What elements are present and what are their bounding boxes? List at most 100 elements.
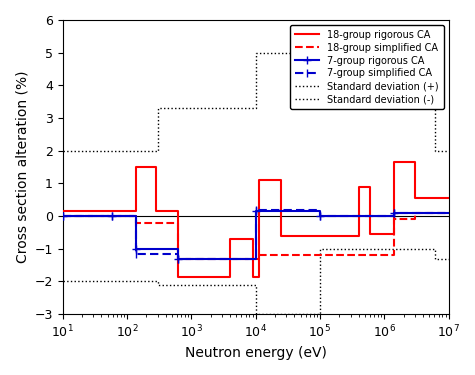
18-group rigorous CA <box>412 196 418 200</box>
18-group simplified CA <box>317 253 323 258</box>
Standard deviation (+) <box>155 148 161 153</box>
18-group rigorous CA <box>109 209 114 213</box>
18-group simplified CA <box>278 253 284 258</box>
18-group simplified CA <box>236 256 242 261</box>
18-group rigorous CA <box>227 237 233 241</box>
18-group simplified CA <box>133 220 139 225</box>
7-group simplified CA <box>60 214 66 218</box>
7-group simplified CA <box>391 214 397 218</box>
18-group rigorous CA <box>227 274 233 279</box>
Legend: 18-group rigorous CA, 18-group simplified CA, 7-group rigorous CA, 7-group simpl: 18-group rigorous CA, 18-group simplifie… <box>290 25 444 109</box>
Standard deviation (-) <box>253 282 258 287</box>
18-group simplified CA <box>278 253 284 258</box>
Line: Standard deviation (-): Standard deviation (-) <box>63 249 448 314</box>
18-group simplified CA <box>446 211 451 215</box>
18-group rigorous CA <box>264 178 270 182</box>
18-group simplified CA <box>91 214 96 218</box>
Standard deviation (-) <box>432 256 437 261</box>
Standard deviation (+) <box>60 148 66 153</box>
7-group simplified CA <box>317 207 323 212</box>
Standard deviation (+) <box>317 50 323 55</box>
Standard deviation (+) <box>432 50 437 55</box>
7-group rigorous CA <box>253 209 258 213</box>
18-group rigorous CA <box>91 209 96 213</box>
18-group simplified CA <box>109 214 114 218</box>
Line: 7-group simplified CA: 7-group simplified CA <box>58 206 453 263</box>
7-group simplified CA <box>175 251 181 256</box>
18-group rigorous CA <box>264 178 270 182</box>
7-group simplified CA <box>175 256 181 261</box>
Standard deviation (+) <box>253 50 258 55</box>
7-group rigorous CA <box>317 209 323 213</box>
Line: 7-group rigorous CA: 7-group rigorous CA <box>58 207 453 263</box>
18-group rigorous CA <box>391 232 397 236</box>
18-group simplified CA <box>264 253 270 258</box>
Line: 18-group rigorous CA: 18-group rigorous CA <box>63 162 448 276</box>
Standard deviation (+) <box>124 148 130 153</box>
18-group rigorous CA <box>236 237 242 241</box>
18-group rigorous CA <box>133 165 139 169</box>
Standard deviation (+) <box>253 106 258 111</box>
18-group simplified CA <box>236 256 242 261</box>
7-group rigorous CA <box>133 214 139 218</box>
18-group simplified CA <box>356 253 361 258</box>
Y-axis label: Cross section alteration (%): Cross section alteration (%) <box>15 71 29 263</box>
18-group rigorous CA <box>153 209 159 213</box>
Standard deviation (-) <box>253 312 258 316</box>
18-group simplified CA <box>256 256 261 261</box>
18-group simplified CA <box>175 256 181 261</box>
18-group rigorous CA <box>175 209 181 213</box>
7-group rigorous CA <box>175 246 181 251</box>
18-group rigorous CA <box>367 184 373 189</box>
18-group simplified CA <box>317 253 323 258</box>
Standard deviation (-) <box>124 279 130 284</box>
Standard deviation (-) <box>432 246 437 251</box>
Standard deviation (-) <box>155 279 161 284</box>
7-group rigorous CA <box>446 211 451 215</box>
18-group rigorous CA <box>109 209 114 213</box>
18-group simplified CA <box>264 253 270 258</box>
18-group rigorous CA <box>256 274 261 279</box>
7-group rigorous CA <box>109 214 114 218</box>
18-group simplified CA <box>153 220 159 225</box>
7-group rigorous CA <box>175 256 181 261</box>
18-group simplified CA <box>367 253 373 258</box>
Standard deviation (+) <box>155 106 161 111</box>
7-group simplified CA <box>253 256 258 261</box>
18-group rigorous CA <box>250 274 256 279</box>
18-group rigorous CA <box>250 237 256 241</box>
18-group rigorous CA <box>153 165 159 169</box>
7-group rigorous CA <box>133 246 139 251</box>
7-group rigorous CA <box>391 214 397 218</box>
Line: Standard deviation (+): Standard deviation (+) <box>63 53 448 151</box>
18-group rigorous CA <box>133 209 139 213</box>
7-group simplified CA <box>109 214 114 218</box>
Standard deviation (+) <box>124 148 130 153</box>
18-group simplified CA <box>227 256 233 261</box>
Line: 18-group simplified CA: 18-group simplified CA <box>63 213 448 259</box>
Standard deviation (-) <box>446 256 451 261</box>
18-group simplified CA <box>256 253 261 258</box>
7-group simplified CA <box>133 251 139 256</box>
18-group simplified CA <box>153 220 159 225</box>
Standard deviation (-) <box>124 279 130 284</box>
18-group rigorous CA <box>412 160 418 164</box>
18-group rigorous CA <box>317 234 323 238</box>
7-group simplified CA <box>109 214 114 218</box>
18-group simplified CA <box>412 217 418 222</box>
18-group simplified CA <box>367 253 373 258</box>
Standard deviation (-) <box>60 279 66 284</box>
18-group simplified CA <box>391 253 397 258</box>
7-group simplified CA <box>253 207 258 212</box>
7-group simplified CA <box>317 214 323 218</box>
18-group simplified CA <box>432 211 437 215</box>
7-group simplified CA <box>133 214 139 218</box>
18-group rigorous CA <box>356 234 361 238</box>
Standard deviation (-) <box>317 312 323 316</box>
7-group rigorous CA <box>317 214 323 218</box>
X-axis label: Neutron energy (eV): Neutron energy (eV) <box>185 346 326 360</box>
7-group rigorous CA <box>109 214 114 218</box>
7-group rigorous CA <box>391 211 397 215</box>
18-group simplified CA <box>227 256 233 261</box>
18-group simplified CA <box>250 256 256 261</box>
